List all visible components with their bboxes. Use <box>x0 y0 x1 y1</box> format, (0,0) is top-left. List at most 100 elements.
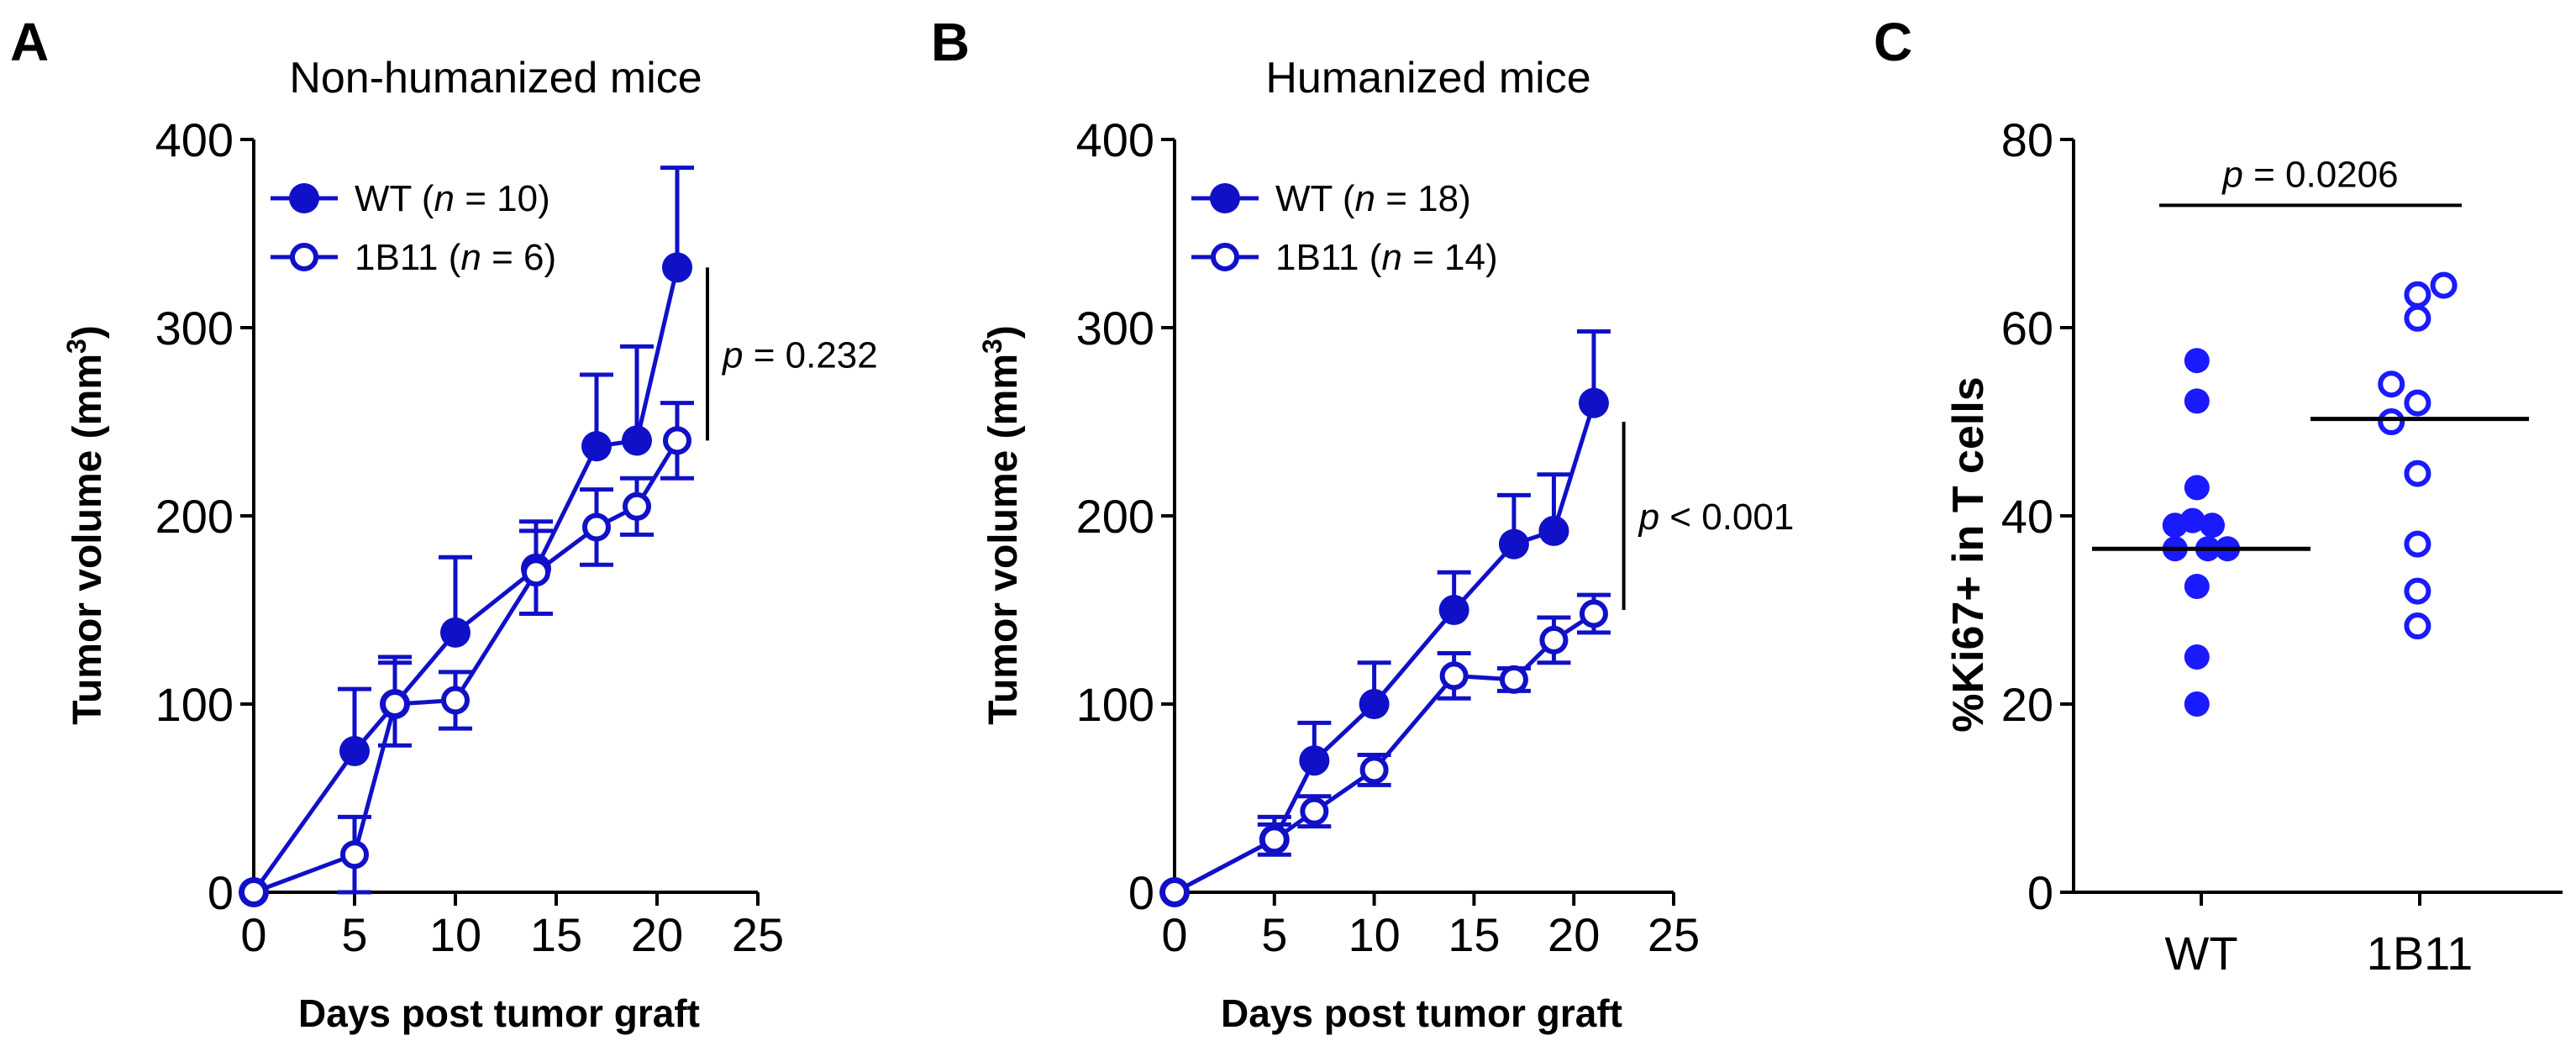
panel-b-y-tick-label: 0 <box>1128 866 1154 919</box>
panel-b-series-1b11-legend-marker <box>1211 243 1239 271</box>
panel-a-series-1b11-point <box>239 878 268 907</box>
panel-a-series-1b11-point <box>582 512 611 542</box>
panel-b-y-tick-label: 100 <box>1076 678 1154 731</box>
panel-b-series-wt-point <box>1359 689 1390 719</box>
panel-a-y-tick-label: 0 <box>208 866 234 919</box>
panel-a-series-wt-point <box>662 252 692 283</box>
panel-a-series-wt-point <box>339 736 370 766</box>
panel-b-y-axis-label-close: ) <box>981 325 1026 339</box>
panel-a-series-1b11-point <box>663 426 691 455</box>
panel-a-x-tick-label: 10 <box>429 908 481 961</box>
panel-c-group-1b11-point <box>2430 271 2458 299</box>
panel-c-x-tick-label: 1B11 <box>2367 927 2473 980</box>
panel-a-y-axis-label-close: ) <box>66 325 110 339</box>
panel-b-series-wt-point <box>1438 595 1469 625</box>
panel-b-letter: B <box>931 12 970 72</box>
panel-b-x-tick-label: 10 <box>1348 908 1400 961</box>
panel-b-x-tick-label: 0 <box>1161 908 1187 961</box>
panel-a-x-tick-label: 25 <box>732 908 784 961</box>
panel-c-y-tick-label: 80 <box>2001 113 2053 166</box>
panel-a-y-tick-label: 100 <box>155 678 234 731</box>
panel-c-group-wt-point <box>2184 475 2210 501</box>
panel-b-series-1b11-point <box>1439 661 1469 691</box>
panel-b-y-axis-label: Tumor volume (mm3) <box>977 325 1026 725</box>
panel-a-x-axis-label: Days post tumor graft <box>298 991 700 1035</box>
panel-a-x-tick-label: 5 <box>341 908 367 961</box>
panel-a: A Non-humanized mice Days post tumor gra… <box>10 12 878 1035</box>
panel-c-group-wt-point <box>2179 507 2205 534</box>
panel-a-series-wt-point <box>622 425 652 456</box>
panel-b-y-axis-label-sup: 3 <box>977 339 1007 354</box>
panel-a-title: Non-humanized mice <box>289 54 702 102</box>
panel-c-y-axis-label: %Ki67+ in T cells <box>1944 376 1993 732</box>
panel-a-letter: A <box>10 12 49 72</box>
panel-a-series-1b11-line <box>253 439 680 895</box>
panel-a-series-wt-line <box>251 266 680 894</box>
panel-b-series-1b11-point <box>1160 878 1189 907</box>
panel-b-series-1b11-legend-label: 1B11 (n = 14) <box>1275 237 1498 278</box>
panel-a-y-tick-label: 300 <box>155 302 234 355</box>
panel-a-series-1b11-point <box>522 558 550 587</box>
panel-c-plot: 0 20 40 60 80 WT 1B11 p = 0.0206 <box>2001 113 2563 980</box>
panel-c-y-tick-label: 0 <box>2027 866 2053 919</box>
panel-c-group-wt-point <box>2184 388 2210 414</box>
panel-b-title: Humanized mice <box>1265 54 1590 102</box>
panel-b-series-wt-line <box>1173 402 1596 895</box>
panel-a-plot: 0 5 10 15 20 25 0 100 200 300 400 WT (n = 10) 1B11 (… <box>155 113 878 961</box>
panel-b-p-value: p < 0.001 <box>1638 497 1795 538</box>
panel-a-p-value: p = 0.232 <box>721 334 878 376</box>
panel-b-series-1b11-point <box>1259 825 1289 854</box>
panel-c: C %Ki67+ in T cells 0 20 40 60 80 WT 1B11 p = 0… <box>1874 12 2563 980</box>
panel-b-series-wt-point <box>1498 528 1529 560</box>
panel-b-series-1b11-point <box>1300 796 1329 826</box>
panel-c-group-1b11-point <box>2404 577 2431 605</box>
panel-a-series-1b11-legend-label: 1B11 (n = 6) <box>355 237 556 278</box>
panel-a-series-1b11-legend-marker <box>290 243 318 271</box>
panel-c-group-1b11-point <box>2378 408 2405 435</box>
panel-b-x-axis-label: Days post tumor graft <box>1221 991 1622 1035</box>
panel-a-y-axis-label: Tumor volume (mm3) <box>61 325 110 725</box>
panel-c-group-1b11-point <box>2404 530 2431 558</box>
panel-a-x-tick-label: 0 <box>240 908 266 961</box>
panel-a-series-1b11-point <box>623 491 651 521</box>
panel-c-y-tick-label: 40 <box>2001 490 2053 543</box>
panel-a-x-tick-label: 15 <box>530 908 582 961</box>
panel-c-letter: C <box>1874 12 1912 72</box>
panel-b-y-tick-label: 300 <box>1076 302 1154 355</box>
panel-a-y-axis-label-sup: 3 <box>61 339 92 354</box>
panel-b-plot: 0 5 10 15 20 25 0 100 200 300 400 WT (n = 18) 1B11 (… <box>1076 113 1795 961</box>
panel-a-series-wt-point <box>581 431 612 462</box>
panel-b-y-tick-label: 200 <box>1076 490 1154 543</box>
panel-b-y-axis-label-main: Tumor volume (mm <box>981 354 1026 725</box>
panel-a-y-axis-label-main: Tumor volume (mm <box>66 354 110 725</box>
panel-c-group-1b11-point <box>2378 371 2405 398</box>
panel-b-series-1b11-point <box>1499 665 1528 694</box>
panel-c-p-value: p = 0.0206 <box>2221 154 2398 195</box>
panel-a-x-tick-label: 20 <box>631 908 683 961</box>
panel-b: B Humanized mice Days post tumor graft T… <box>931 12 1794 1035</box>
panel-a-series-wt-point <box>440 617 471 648</box>
panel-c-y-tick-label: 20 <box>2001 678 2053 731</box>
panel-c-group-wt-point <box>2184 348 2210 374</box>
panel-b-series-1b11-point <box>1539 625 1569 654</box>
panel-b-y-tick-label: 400 <box>1076 113 1154 166</box>
panel-c-group-1b11-point <box>2404 281 2431 308</box>
panel-c-group-1b11-point <box>2404 389 2431 417</box>
panel-b-x-tick-label: 20 <box>1548 908 1600 961</box>
panel-a-series-wt-legend-label: WT (n = 10) <box>355 178 550 219</box>
panel-b-series-1b11-point <box>1579 599 1608 628</box>
panel-a-y-tick-label: 200 <box>155 490 234 543</box>
panel-a-series-1b11-point <box>381 690 409 718</box>
panel-c-group-wt-point <box>2184 691 2210 717</box>
panel-b-x-tick-label: 25 <box>1648 908 1700 961</box>
panel-b-x-tick-label: 5 <box>1261 908 1287 961</box>
panel-b-series-wt-legend-label: WT (n = 18) <box>1275 178 1471 219</box>
panel-b-series-wt-point <box>1299 745 1330 776</box>
panel-c-y-tick-label: 60 <box>2001 302 2053 355</box>
panel-b-series-wt-legend-marker <box>1210 183 1240 213</box>
panel-b-series-wt-point <box>1578 387 1609 418</box>
panel-b-series-1b11-point <box>1359 755 1389 785</box>
panel-c-x-tick-label: WT <box>2164 927 2237 980</box>
panel-a-y-tick-label: 400 <box>155 113 234 166</box>
